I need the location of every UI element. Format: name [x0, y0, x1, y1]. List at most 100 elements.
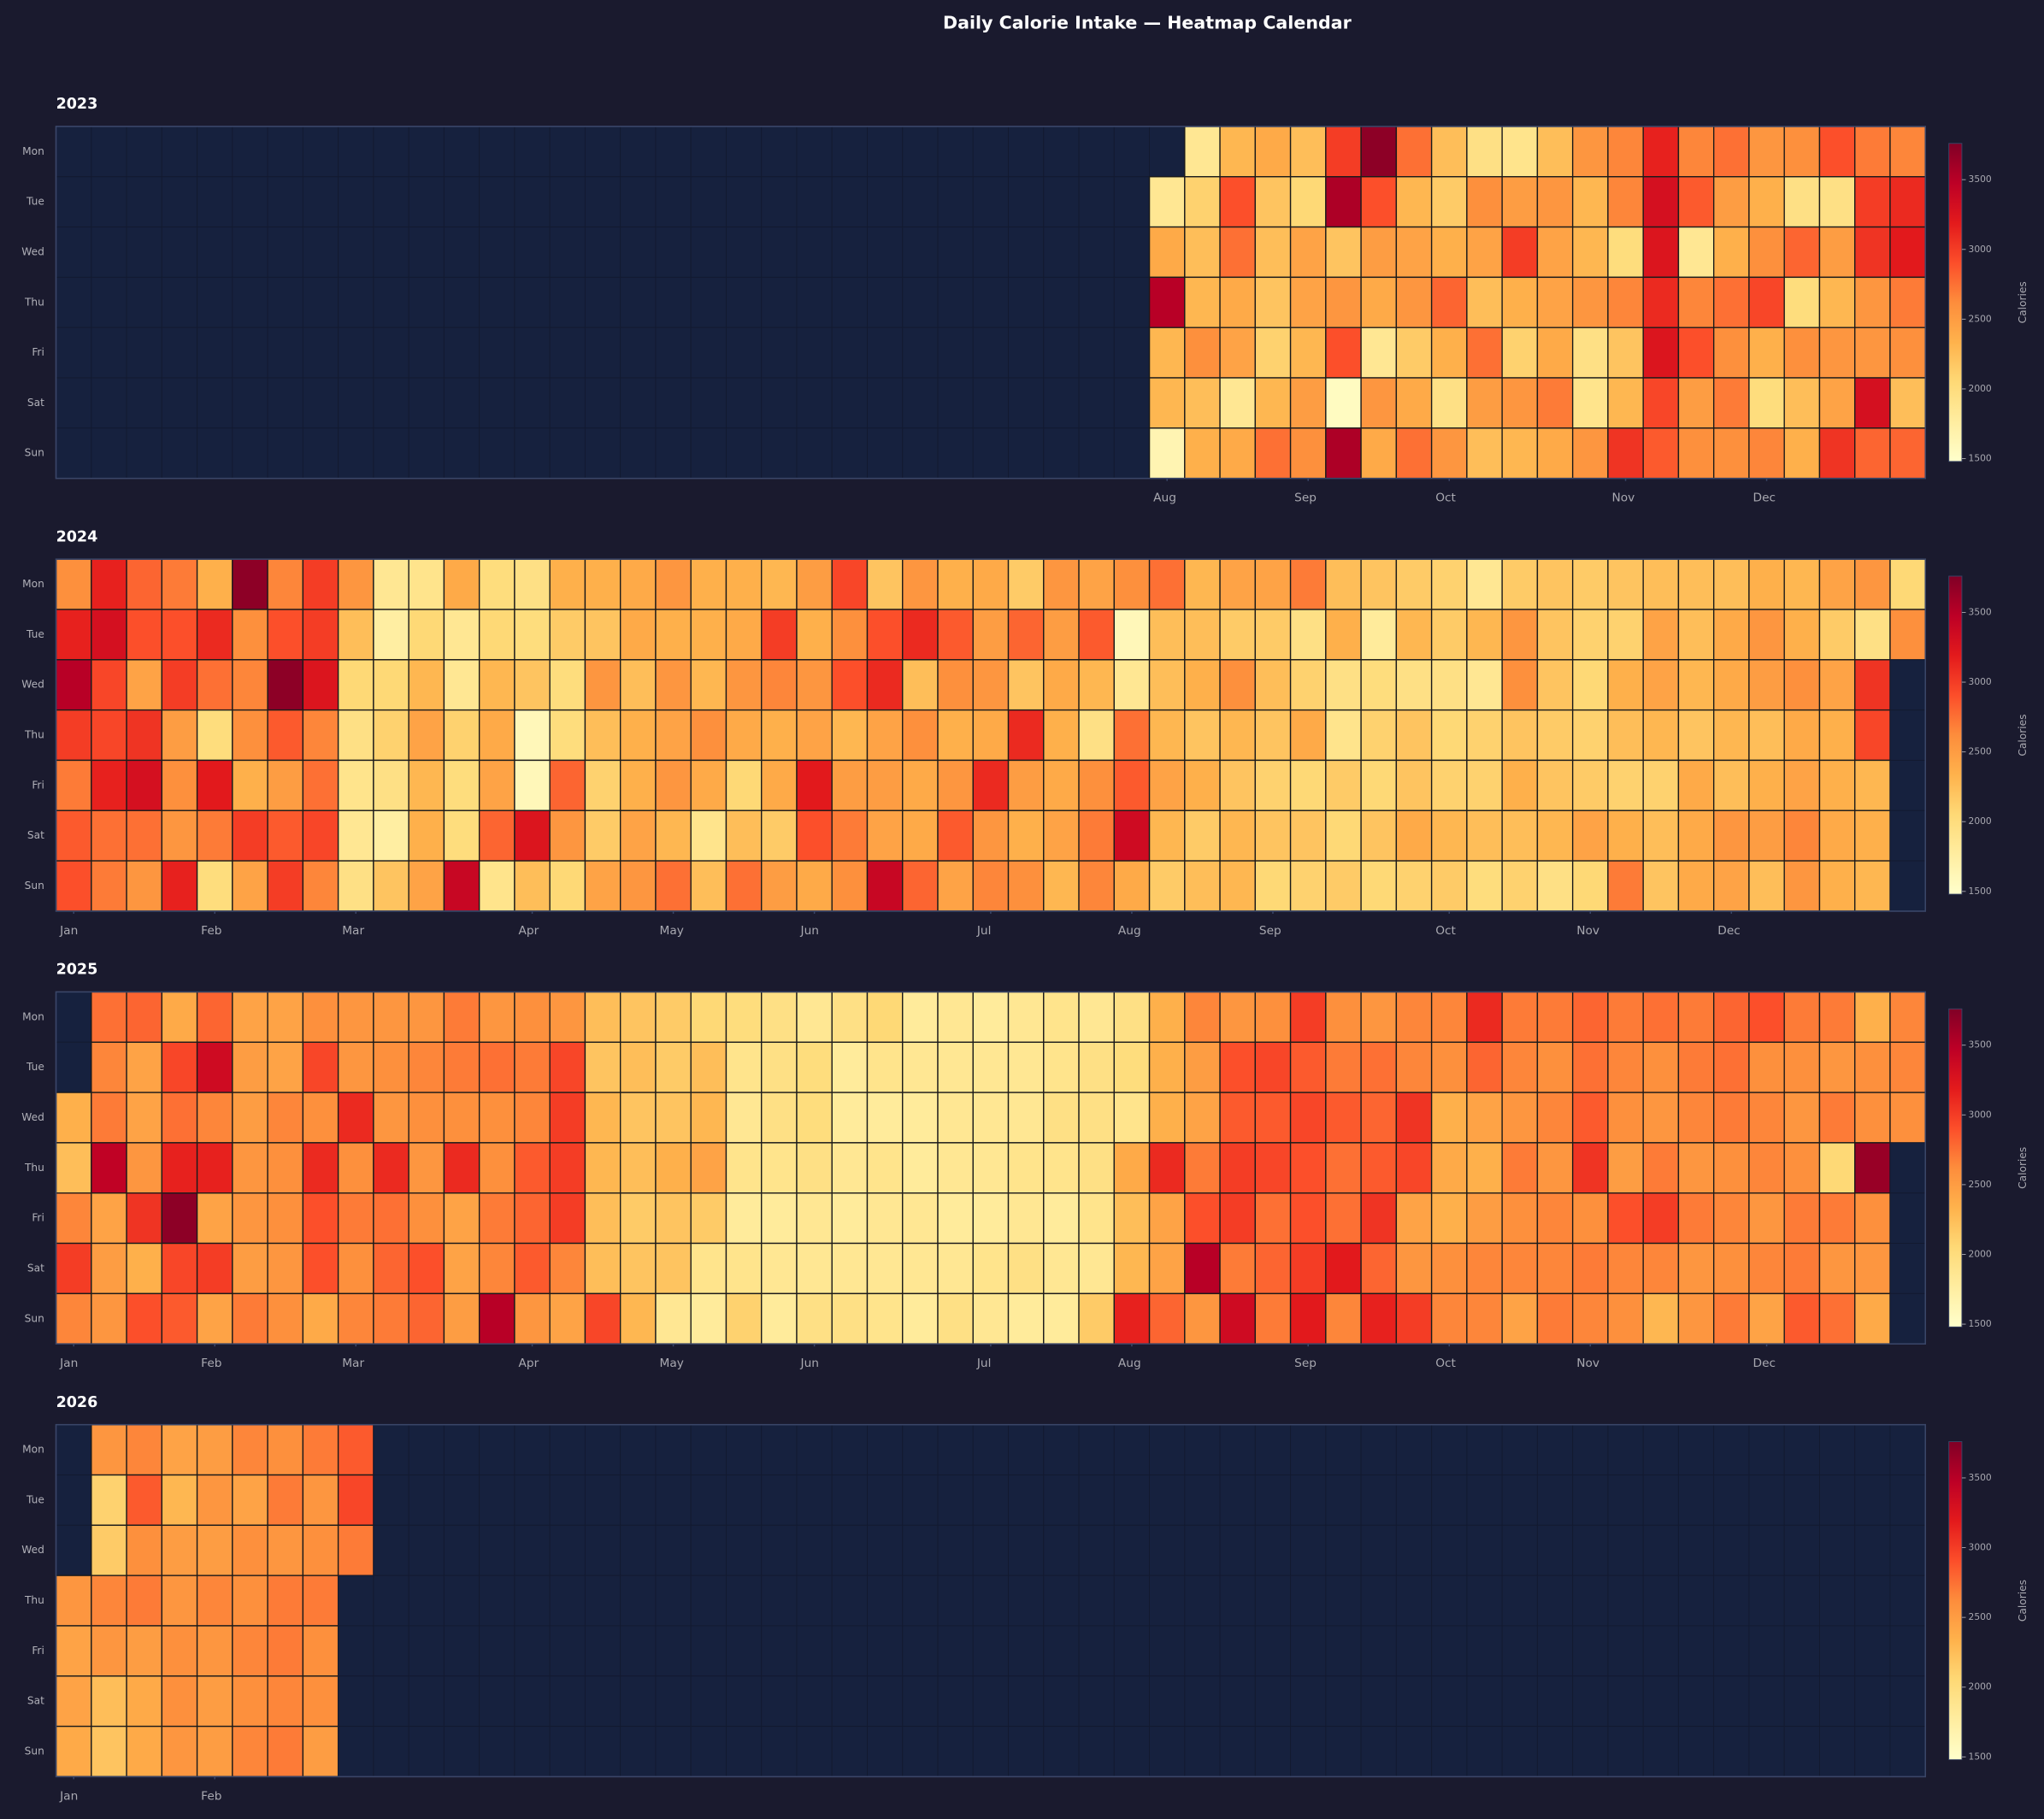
empty-cell: [1395, 1726, 1433, 1777]
empty-cell: [1607, 1424, 1644, 1475]
empty-cell: [1431, 1625, 1468, 1677]
heat-cell: [91, 1625, 127, 1677]
heat-cell: [1536, 860, 1574, 912]
empty-cell: [161, 176, 198, 228]
heat-cell: [1148, 1092, 1186, 1144]
heat-cell: [373, 709, 409, 762]
empty-cell: [126, 427, 162, 480]
heat-cell: [91, 1474, 127, 1527]
heat-cell: [1466, 809, 1503, 862]
heat-cell: [373, 809, 409, 862]
empty-cell: [1078, 1524, 1115, 1576]
heat-cell: [1148, 226, 1186, 279]
heat-cell: [655, 1041, 692, 1093]
empty-cell: [232, 176, 268, 228]
heat-cell: [1113, 1292, 1151, 1345]
empty-cell: [479, 1524, 515, 1576]
empty-cell: [443, 227, 480, 278]
heat-cell: [1501, 558, 1539, 610]
heat-cell: [549, 1092, 586, 1144]
heat-cell: [91, 759, 127, 811]
heat-cell: [831, 1192, 869, 1245]
empty-cell: [1078, 1726, 1115, 1777]
heat-cell: [1430, 126, 1468, 178]
heat-cell: [196, 1092, 233, 1144]
heat-cell: [443, 1092, 480, 1144]
heat-cell: [1043, 659, 1080, 711]
empty-cell: [655, 1575, 692, 1627]
empty-cell: [1254, 1675, 1292, 1728]
empty-cell: [373, 1575, 409, 1627]
empty-cell: [1642, 1424, 1679, 1475]
heat-cell: [1889, 126, 1926, 178]
heat-cell: [1854, 759, 1891, 811]
empty-cell: [620, 1424, 657, 1475]
empty-cell: [1819, 1625, 1856, 1677]
empty-cell: [126, 176, 162, 228]
heat-cell: [1325, 276, 1362, 328]
empty-cell: [1395, 1524, 1433, 1576]
heat-cell: [1148, 176, 1186, 228]
heat-cell: [1466, 860, 1503, 912]
heat-cell: [1325, 809, 1362, 862]
empty-cell: [831, 1424, 868, 1475]
empty-cell: [690, 1575, 727, 1627]
heat-cell: [972, 1092, 1010, 1144]
heat-cell: [1854, 1041, 1891, 1093]
x-tick-label: Sep: [1294, 492, 1317, 505]
heat-cell: [161, 558, 198, 610]
x-tick-label: Mar: [342, 924, 364, 938]
y-tick-label: Tue: [26, 1061, 44, 1073]
heat-cell: [1007, 1192, 1045, 1245]
heat-cell: [1219, 991, 1257, 1043]
heat-cell: [549, 991, 586, 1043]
heat-cell: [1642, 427, 1680, 480]
heat-cell: [373, 1142, 409, 1194]
empty-cell: [197, 427, 233, 480]
heat-cell: [443, 759, 480, 811]
empty-cell: [1889, 1726, 1926, 1777]
empty-cell: [620, 327, 657, 379]
y-tick-label: Sat: [27, 829, 44, 841]
empty-cell: [1043, 276, 1080, 328]
heat-cell: [1501, 709, 1539, 762]
heat-cell: [1677, 609, 1715, 661]
heat-cell: [584, 809, 621, 862]
heat-cell: [1430, 226, 1468, 279]
heat-cell: [690, 1092, 727, 1144]
heat-cell: [1430, 1142, 1468, 1194]
empty-cell: [1819, 1726, 1856, 1777]
heat-cell: [1818, 427, 1856, 480]
empty-cell: [620, 1625, 657, 1677]
heat-cell: [126, 1092, 163, 1144]
heat-cell: [1360, 1242, 1398, 1295]
heat-cell: [831, 1292, 869, 1345]
heat-cell: [1748, 1041, 1785, 1093]
empty-cell: [1501, 1524, 1538, 1576]
heat-cell: [1536, 609, 1574, 661]
heat-cell: [1607, 427, 1644, 480]
heat-cell: [1607, 558, 1644, 610]
empty-cell: [1290, 1625, 1327, 1677]
heat-cell: [690, 860, 727, 912]
empty-cell: [937, 1625, 974, 1677]
heat-cell: [1536, 226, 1574, 279]
x-tick-label: Jan: [59, 1789, 78, 1803]
heat-cell: [443, 558, 480, 610]
panel-title: 2023: [56, 96, 98, 113]
empty-cell: [690, 276, 727, 328]
empty-cell: [726, 327, 763, 379]
heat-cell: [549, 1041, 586, 1093]
empty-cell: [1043, 327, 1080, 379]
empty-cell: [867, 176, 904, 228]
colorbar-tick-label: 2500: [1969, 1179, 1992, 1190]
heat-cell: [373, 1092, 409, 1144]
heat-cell: [1360, 609, 1398, 661]
heat-cell: [1466, 1142, 1503, 1194]
heat-cell: [1854, 1092, 1891, 1144]
empty-cell: [1431, 1424, 1468, 1475]
heat-cell: [126, 558, 163, 610]
empty-cell: [373, 377, 409, 429]
heat-cell: [1219, 126, 1257, 178]
empty-cell: [867, 327, 904, 379]
